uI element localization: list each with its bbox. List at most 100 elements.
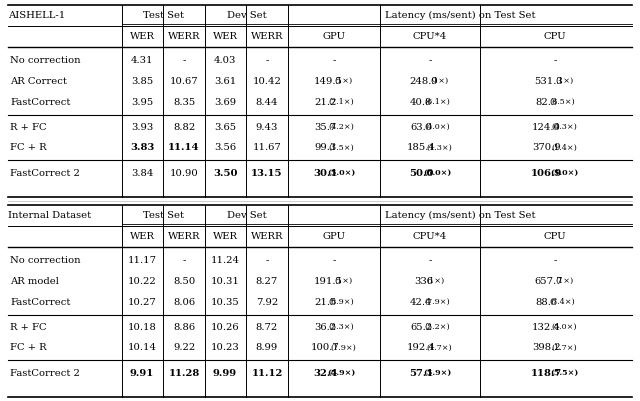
Text: 82.3: 82.3: [535, 97, 557, 107]
Text: 42.4: 42.4: [410, 298, 433, 306]
Text: 10.14: 10.14: [127, 344, 157, 352]
Text: (1×): (1×): [334, 277, 352, 285]
Text: -: -: [554, 256, 557, 265]
Text: 132.4: 132.4: [532, 322, 561, 332]
Text: 185.4: 185.4: [407, 144, 436, 152]
Text: FastCorrect 2: FastCorrect 2: [10, 369, 80, 377]
Text: WERR: WERR: [251, 232, 284, 241]
Text: 57.1: 57.1: [409, 369, 433, 377]
Text: 8.50: 8.50: [173, 277, 195, 286]
Text: WER: WER: [129, 32, 154, 41]
Text: 10.35: 10.35: [211, 298, 239, 306]
Text: 11.17: 11.17: [127, 256, 157, 265]
Text: 8.27: 8.27: [256, 277, 278, 286]
Text: 8.35: 8.35: [173, 97, 195, 107]
Text: 63.0: 63.0: [410, 123, 432, 132]
Text: (5.0×): (5.0×): [550, 169, 578, 177]
Text: No correction: No correction: [10, 256, 81, 265]
Text: 8.99: 8.99: [256, 344, 278, 352]
Text: 3.69: 3.69: [214, 97, 236, 107]
Text: No correction: No correction: [10, 56, 81, 65]
Text: 10.18: 10.18: [127, 322, 156, 332]
Text: 3.93: 3.93: [131, 123, 153, 132]
Text: 11.24: 11.24: [211, 256, 239, 265]
Text: (4.3×): (4.3×): [551, 123, 577, 131]
Text: -: -: [332, 256, 336, 265]
Text: CPU*4: CPU*4: [413, 232, 447, 241]
Text: (1.7×): (1.7×): [426, 344, 452, 352]
Text: Latency (ms/sent) on Test Set: Latency (ms/sent) on Test Set: [385, 11, 535, 20]
Text: 370.9: 370.9: [532, 144, 561, 152]
Text: -: -: [428, 56, 432, 65]
Text: (8.9×): (8.9×): [328, 298, 355, 306]
Text: Internal Dataset: Internal Dataset: [8, 211, 91, 220]
Text: (6.5×): (6.5×): [550, 98, 575, 106]
Text: WER: WER: [212, 232, 237, 241]
Text: 35.7: 35.7: [314, 123, 336, 132]
Text: FastCorrect: FastCorrect: [10, 298, 70, 306]
Text: WERR: WERR: [168, 232, 200, 241]
Text: 10.42: 10.42: [253, 77, 282, 86]
Text: 3.84: 3.84: [131, 168, 153, 178]
Text: 8.06: 8.06: [173, 298, 195, 306]
Text: 3.85: 3.85: [131, 77, 153, 86]
Text: (5.9×): (5.9×): [327, 369, 356, 377]
Text: AR Correct: AR Correct: [10, 77, 67, 86]
Text: 21.2: 21.2: [314, 97, 337, 107]
Text: 248.9: 248.9: [410, 77, 438, 86]
Text: (1.9×): (1.9×): [330, 344, 356, 352]
Text: FastCorrect: FastCorrect: [10, 97, 70, 107]
Text: 8.82: 8.82: [173, 123, 195, 132]
Text: 9.43: 9.43: [256, 123, 278, 132]
Text: 149.5: 149.5: [314, 77, 342, 86]
Text: (1×): (1×): [427, 277, 445, 285]
Text: (5.0×): (5.0×): [423, 169, 452, 177]
Text: -: -: [332, 56, 336, 65]
Text: -: -: [182, 56, 186, 65]
Text: Dev Set: Dev Set: [227, 11, 266, 20]
Text: GPU: GPU: [323, 32, 346, 41]
Text: 8.86: 8.86: [173, 322, 195, 332]
Text: 8.72: 8.72: [256, 322, 278, 332]
Text: 50.0: 50.0: [409, 168, 433, 178]
Text: Test Set: Test Set: [143, 211, 184, 220]
Text: (1×): (1×): [555, 77, 573, 85]
Text: 10.67: 10.67: [170, 77, 198, 86]
Text: 9.22: 9.22: [173, 344, 195, 352]
Text: 11.12: 11.12: [252, 369, 283, 377]
Text: (7.1×): (7.1×): [328, 98, 355, 106]
Text: 40.8: 40.8: [410, 97, 433, 107]
Text: Dev Set: Dev Set: [227, 211, 266, 220]
Text: 3.61: 3.61: [214, 77, 236, 86]
Text: 65.2: 65.2: [410, 322, 432, 332]
Text: 10.22: 10.22: [127, 277, 156, 286]
Text: CPU: CPU: [544, 232, 566, 241]
Text: -: -: [266, 256, 269, 265]
Text: GPU: GPU: [323, 232, 346, 241]
Text: 657.7: 657.7: [534, 277, 563, 286]
Text: 3.56: 3.56: [214, 144, 236, 152]
Text: 336: 336: [414, 277, 433, 286]
Text: 10.23: 10.23: [211, 344, 239, 352]
Text: FC + R: FC + R: [10, 344, 47, 352]
Text: FC + R: FC + R: [10, 144, 47, 152]
Text: 4.31: 4.31: [131, 56, 153, 65]
Text: 3.95: 3.95: [131, 97, 153, 107]
Text: (1×): (1×): [430, 77, 448, 85]
Text: 13.15: 13.15: [252, 168, 283, 178]
Text: 11.67: 11.67: [253, 144, 282, 152]
Text: 3.83: 3.83: [130, 144, 154, 152]
Text: 100.7: 100.7: [311, 344, 340, 352]
Text: WERR: WERR: [168, 32, 200, 41]
Text: FastCorrect 2: FastCorrect 2: [10, 168, 80, 178]
Text: 9.91: 9.91: [130, 369, 154, 377]
Text: Latency (ms/sent) on Test Set: Latency (ms/sent) on Test Set: [385, 211, 535, 220]
Text: 21.5: 21.5: [314, 298, 337, 306]
Text: (5.9×): (5.9×): [423, 369, 452, 377]
Text: CPU: CPU: [544, 32, 566, 41]
Text: AR model: AR model: [10, 277, 59, 286]
Text: 118.7: 118.7: [531, 369, 562, 377]
Text: 192.4: 192.4: [407, 344, 436, 352]
Text: -: -: [266, 56, 269, 65]
Text: -: -: [554, 56, 557, 65]
